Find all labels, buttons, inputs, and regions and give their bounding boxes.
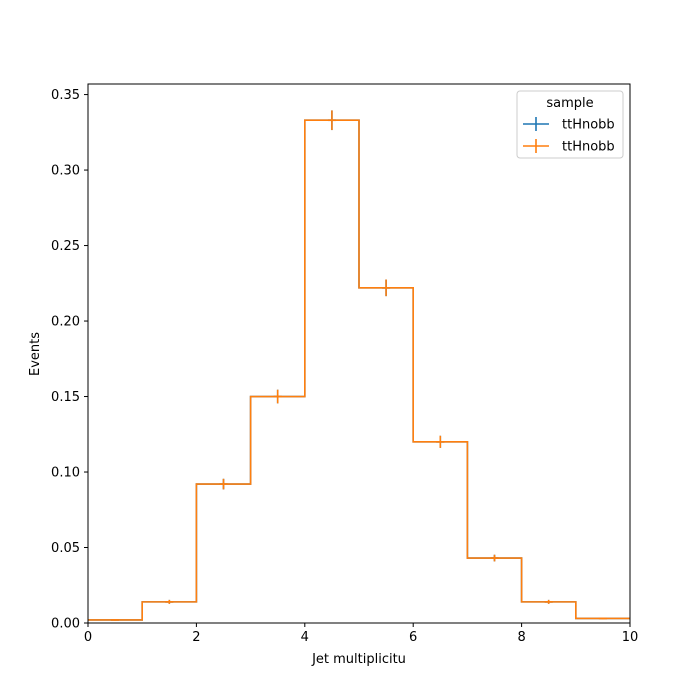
x-tick-label: 10 — [622, 630, 639, 645]
y-axis: 0.00 0.05 0.10 0.15 0.20 0.25 0.30 0.35 — [51, 88, 88, 632]
y-tick-label: 0.25 — [51, 239, 80, 254]
series-layer — [88, 110, 630, 621]
legend-box — [516, 90, 624, 159]
plot-frame — [87, 83, 631, 624]
x-tick-label: 2 — [192, 630, 200, 645]
legend-title: sample — [546, 96, 593, 111]
y-tick-label: 0.15 — [51, 390, 80, 405]
x-axis-label: Jet multiplicitu — [311, 652, 406, 667]
legend-label: ttHnobb — [562, 140, 615, 155]
y-tick-label: 0.30 — [51, 164, 80, 179]
y-tick-label: 0.20 — [51, 315, 80, 330]
legend-entries: ttHnobb ttHnobb — [523, 117, 615, 155]
x-tick-label: 0 — [84, 630, 92, 645]
y-tick-label: 0.10 — [51, 466, 80, 481]
y-tick-label: 0.35 — [51, 88, 80, 103]
legend-entry-2: ttHnobb — [523, 139, 615, 155]
y-tick-label: 0.00 — [51, 617, 80, 632]
x-tick-label: 8 — [517, 630, 525, 645]
legend-label: ttHnobb — [562, 118, 615, 133]
y-axis-label: Events — [28, 332, 43, 376]
y-tick-label: 0.05 — [51, 541, 80, 556]
x-tick-label: 4 — [301, 630, 309, 645]
legend: sample ttHnobb ttHnobb — [516, 90, 624, 159]
x-tick-label: 6 — [409, 630, 417, 645]
legend-entry-1: ttHnobb — [523, 117, 615, 133]
series-2 — [88, 110, 630, 621]
x-axis: 0 2 4 6 8 10 — [84, 623, 638, 645]
histogram-step-line — [88, 119, 630, 621]
